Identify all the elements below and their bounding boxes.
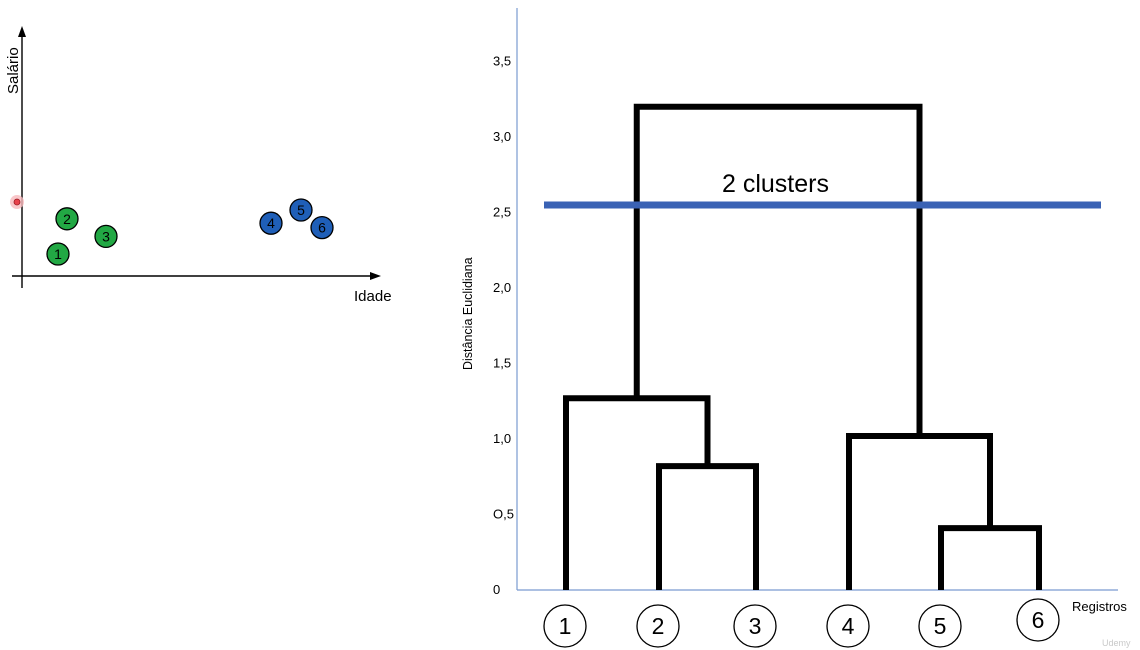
scatter-point-label: 1: [54, 246, 62, 262]
scatter-point: 1: [46, 242, 70, 266]
leaf-label: 2: [652, 613, 665, 639]
dendrogram-link: [563, 395, 711, 590]
scatter-point-marker: [259, 211, 283, 235]
dendrogram-link: [656, 463, 759, 590]
y-tick-label: 3,0: [493, 129, 511, 144]
leaf-node: 2: [636, 604, 680, 648]
cut-line-group: 2 clusters: [544, 170, 1101, 209]
scatter-points: 1 2 3 4 56: [46, 198, 334, 266]
scatter-point-label: 4: [267, 215, 275, 231]
scatter-y-arrowhead: [18, 26, 26, 37]
scatter-point-label: 6: [318, 220, 326, 236]
leaf-circle: [636, 604, 680, 648]
dendrogram-links: [563, 103, 1042, 590]
scatter-point-marker: [310, 215, 334, 240]
leaf-label: 6: [1032, 607, 1045, 633]
dendrogram-link: [846, 432, 993, 590]
scatter-point-marker: [289, 198, 313, 222]
dendrogram-y-axis-label: Distância Euclidiana: [461, 257, 475, 370]
scatter-point-marker: [94, 224, 118, 249]
scatter-point-label: 5: [297, 202, 305, 218]
y-tick-label: 0: [493, 582, 500, 597]
scatter-point-marker: [55, 207, 79, 231]
leaf-label: 4: [842, 613, 855, 639]
leaf-circle: [826, 604, 870, 648]
leaf-label: 3: [749, 613, 762, 639]
y-tick-label: O,5: [493, 507, 514, 522]
leaf-node: 4: [826, 604, 870, 648]
leaf-circle: [543, 604, 587, 648]
leaf-node: 6: [1016, 598, 1060, 642]
cut-label: 2 clusters: [722, 170, 829, 198]
watermark: Udemy: [1102, 638, 1131, 648]
scatter-point-marker: [46, 242, 70, 266]
leaf-circle: [733, 604, 777, 648]
scatter-point-label: 3: [102, 228, 110, 244]
scatter-point: 3: [94, 224, 118, 249]
scatter-point-label: 2: [63, 211, 71, 227]
dendrogram-x-axis-label: Registros: [1072, 599, 1127, 614]
scatter-x-arrowhead: [370, 272, 381, 280]
leaf-node: 5: [918, 604, 962, 648]
y-tick-label: 1,5: [493, 356, 511, 371]
scatter-point: 4: [259, 211, 283, 235]
y-tick-label: 1,0: [493, 431, 511, 446]
leaf-circle: [918, 604, 962, 648]
leaf-node: 1: [543, 604, 587, 648]
dendrogram-leaves: 1 2 3 4 5 6: [543, 598, 1060, 648]
dendrogram-link: [633, 103, 923, 436]
leaf-label: 1: [559, 613, 572, 639]
dendrogram: Distância Euclidiana Registros 0 O,5 1,0 1,…: [461, 8, 1127, 648]
leaf-label: 5: [934, 613, 947, 639]
dendrogram-link: [938, 525, 1042, 590]
y-tick-label: 2,5: [493, 205, 511, 220]
scatter-y-axis-label: Salário: [5, 47, 22, 94]
leaf-node: 3: [733, 604, 777, 648]
scatter-point: 6: [310, 215, 334, 240]
scatter-point: 2: [55, 207, 79, 231]
scatter-point: 5: [289, 198, 313, 222]
y-tick-label: 3,5: [493, 54, 511, 69]
scatter-plot: Salário Idade 1 2 3 4 56: [5, 26, 392, 305]
y-tick-label: 2,0: [493, 280, 511, 295]
cursor-indicator: [10, 195, 24, 209]
leaf-circle: [1016, 598, 1060, 642]
scatter-x-axis-label: Idade: [354, 288, 392, 305]
dendrogram-y-ticks: 0 O,5 1,0 1,5 2,0 2,5 3,0 3,5: [493, 54, 514, 598]
